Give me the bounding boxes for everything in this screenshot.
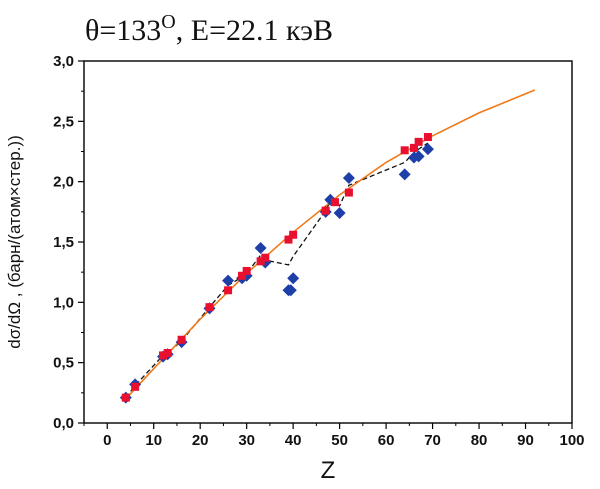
fit-curve-orange — [125, 89, 536, 400]
x-tick-label: 30 — [238, 432, 255, 449]
data-point-square — [261, 253, 270, 262]
data-point-square — [284, 235, 293, 244]
plot-frame — [83, 60, 573, 424]
x-tick-label: 0 — [103, 432, 111, 449]
y-tick-label: 2,5 — [53, 113, 74, 130]
data-markers — [119, 133, 434, 404]
data-point-square — [330, 198, 339, 207]
y-tick-label: 0,5 — [53, 355, 74, 372]
data-point-square — [242, 266, 251, 275]
x-tick-label: 70 — [424, 432, 441, 449]
data-point-square — [121, 393, 130, 402]
data-point-diamond — [333, 207, 346, 220]
x-tick-label: 10 — [145, 432, 162, 449]
data-point-diamond — [421, 143, 434, 156]
data-point-square — [131, 382, 140, 391]
y-tick-label: 2,0 — [53, 174, 74, 191]
data-point-square — [414, 137, 423, 146]
data-point-square — [238, 271, 247, 280]
y-tick-label: 0,0 — [53, 415, 74, 432]
x-axis-label: Z — [321, 457, 336, 484]
data-point-square — [163, 349, 172, 358]
data-point-diamond — [398, 168, 411, 181]
x-tick-label: 40 — [285, 432, 302, 449]
data-point-square — [256, 257, 265, 266]
x-tick-label: 90 — [517, 432, 534, 449]
y-tick-label: 1,5 — [53, 234, 74, 251]
data-point-diamond — [412, 150, 425, 163]
data-point-square — [321, 206, 330, 215]
data-point-square — [205, 303, 214, 312]
data-point-diamond — [254, 242, 267, 255]
x-tick-label: 20 — [192, 432, 209, 449]
data-point-square — [409, 143, 418, 152]
data-point-diamond — [287, 272, 300, 285]
y-tick-label: 3,0 — [53, 53, 74, 70]
x-tick-label: 80 — [471, 432, 488, 449]
data-point-diamond — [222, 274, 235, 287]
data-point-square — [289, 230, 298, 239]
y-axis-label: dσ/dΩ , (барн/(атом×стер.)) — [5, 135, 24, 349]
x-tick-label: 100 — [559, 432, 584, 449]
x-tick-label: 60 — [378, 432, 395, 449]
fit-lines — [125, 89, 536, 400]
data-point-square — [344, 188, 353, 197]
data-point-square — [400, 146, 409, 155]
connecting-line-black — [125, 142, 429, 399]
data-point-square — [159, 351, 168, 360]
data-point-square — [224, 286, 233, 295]
data-point-square — [423, 133, 432, 142]
data-point-diamond — [342, 172, 355, 185]
y-axis: 0,0 0,5 1,0 1,5 2,0 2,5 3,0 — [53, 53, 84, 432]
y-tick-label: 1,0 — [53, 294, 74, 311]
x-tick-label: 50 — [331, 432, 348, 449]
data-point-diamond — [284, 284, 297, 297]
data-point-square — [177, 335, 186, 344]
x-axis: 0 10 20 30 40 50 60 70 80 90 100 — [83, 423, 585, 449]
chart-title: θ=133O, E=22.1 кэВ — [85, 11, 333, 47]
